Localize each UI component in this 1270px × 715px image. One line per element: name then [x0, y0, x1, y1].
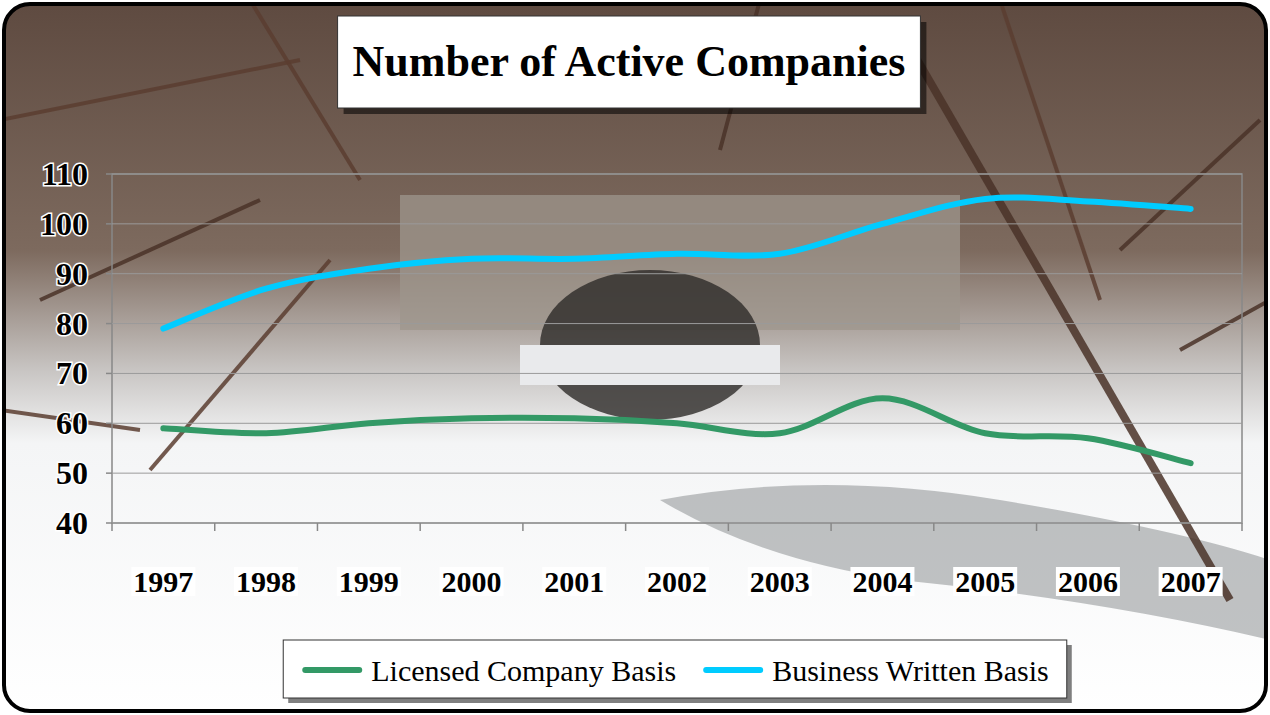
series-line	[163, 197, 1190, 328]
title-group: Number of Active Companies	[338, 16, 927, 114]
legend-swatch	[706, 667, 760, 673]
y-tick-label: 70	[56, 355, 88, 391]
grid-line	[112, 473, 1242, 474]
x-tick-group: 2006	[1056, 565, 1120, 598]
grid-line	[112, 373, 1242, 374]
x-tick	[1036, 523, 1038, 531]
legend: Licensed Company Basis Business Written B…	[283, 640, 1072, 703]
legend-label: Business Written Basis	[772, 654, 1049, 687]
x-tick-group: 2003	[748, 565, 812, 598]
grid-line	[112, 273, 1242, 274]
x-tick	[1241, 523, 1243, 531]
x-tick	[830, 523, 832, 531]
plot-frame	[112, 174, 1242, 523]
branch	[1180, 300, 1266, 350]
branch	[4, 60, 300, 120]
y-tick-label: 60	[56, 405, 88, 441]
branch	[900, 30, 1230, 600]
y-tick	[106, 522, 112, 524]
branch	[40, 200, 260, 300]
legend-label: Licensed Company Basis	[371, 654, 676, 687]
background-fill	[4, 4, 1266, 711]
x-tick	[933, 523, 935, 531]
x-tick-group: 1997	[131, 565, 195, 598]
branch	[1120, 120, 1260, 250]
grid-line	[112, 174, 1242, 175]
y-tick	[106, 472, 112, 474]
x-tick-label: 2004	[852, 565, 912, 598]
x-tick-group: 2000	[440, 565, 504, 598]
x-tick-group: 1999	[337, 565, 401, 598]
x-tick	[728, 523, 730, 531]
x-tick	[522, 523, 524, 531]
x-tick-label: 2002	[647, 565, 707, 598]
x-tick-label: 2000	[442, 565, 502, 598]
snow-bank	[520, 345, 780, 385]
y-tick-label: 80	[56, 306, 88, 342]
x-tick-label: 2005	[955, 565, 1015, 598]
background	[4, 4, 1266, 711]
x-tick	[419, 523, 421, 531]
series-group	[163, 197, 1190, 463]
grid-line	[112, 523, 1242, 524]
outer-frame	[4, 4, 1266, 711]
y-tick-label: 50	[56, 455, 88, 491]
x-tick-group: 2007	[1159, 565, 1223, 598]
title: Number of Active Companies	[353, 37, 906, 86]
x-tick-label: 2001	[544, 565, 604, 598]
y-tick	[106, 323, 112, 325]
x-tick	[111, 523, 113, 531]
y-tick	[106, 423, 112, 425]
title-box	[338, 16, 921, 108]
x-tick	[317, 523, 319, 531]
y-tick-label: 40	[56, 505, 88, 541]
x-tick	[214, 523, 216, 531]
grid-line	[112, 323, 1242, 324]
y-tick-label: 110	[42, 156, 88, 192]
x-tick-group: 2004	[850, 565, 914, 598]
chart: 40 50 60 70 80 90 100 110 1997 1998 1999 2000 2001 20…	[0, 0, 1270, 715]
y-tick	[106, 223, 112, 225]
x-tick-group: 2005	[953, 565, 1017, 598]
series-line	[163, 398, 1190, 463]
x-tick	[1139, 523, 1141, 531]
y-tick	[106, 173, 112, 175]
branch	[1000, 4, 1100, 300]
y-tick-label: 100	[40, 206, 88, 242]
x-tick-label: 2007	[1161, 565, 1221, 598]
y-tick	[106, 373, 112, 375]
x-tick-label: 1999	[339, 565, 399, 598]
legend-box	[283, 640, 1067, 698]
x-tick-label: 2003	[750, 565, 810, 598]
legend-swatch	[305, 667, 359, 673]
branch	[150, 260, 330, 470]
x-tick-label: 2006	[1058, 565, 1118, 598]
grid-line	[112, 223, 1242, 224]
x-tick-group: 2001	[542, 565, 606, 598]
y-tick	[106, 273, 112, 275]
x-tick-group: 1998	[234, 565, 298, 598]
x-tick-group: 2002	[645, 565, 709, 598]
x-tick-label: 1998	[236, 565, 296, 598]
y-tick-label: 90	[56, 256, 88, 292]
x-tick	[625, 523, 627, 531]
x-tick-label: 1997	[133, 565, 193, 598]
